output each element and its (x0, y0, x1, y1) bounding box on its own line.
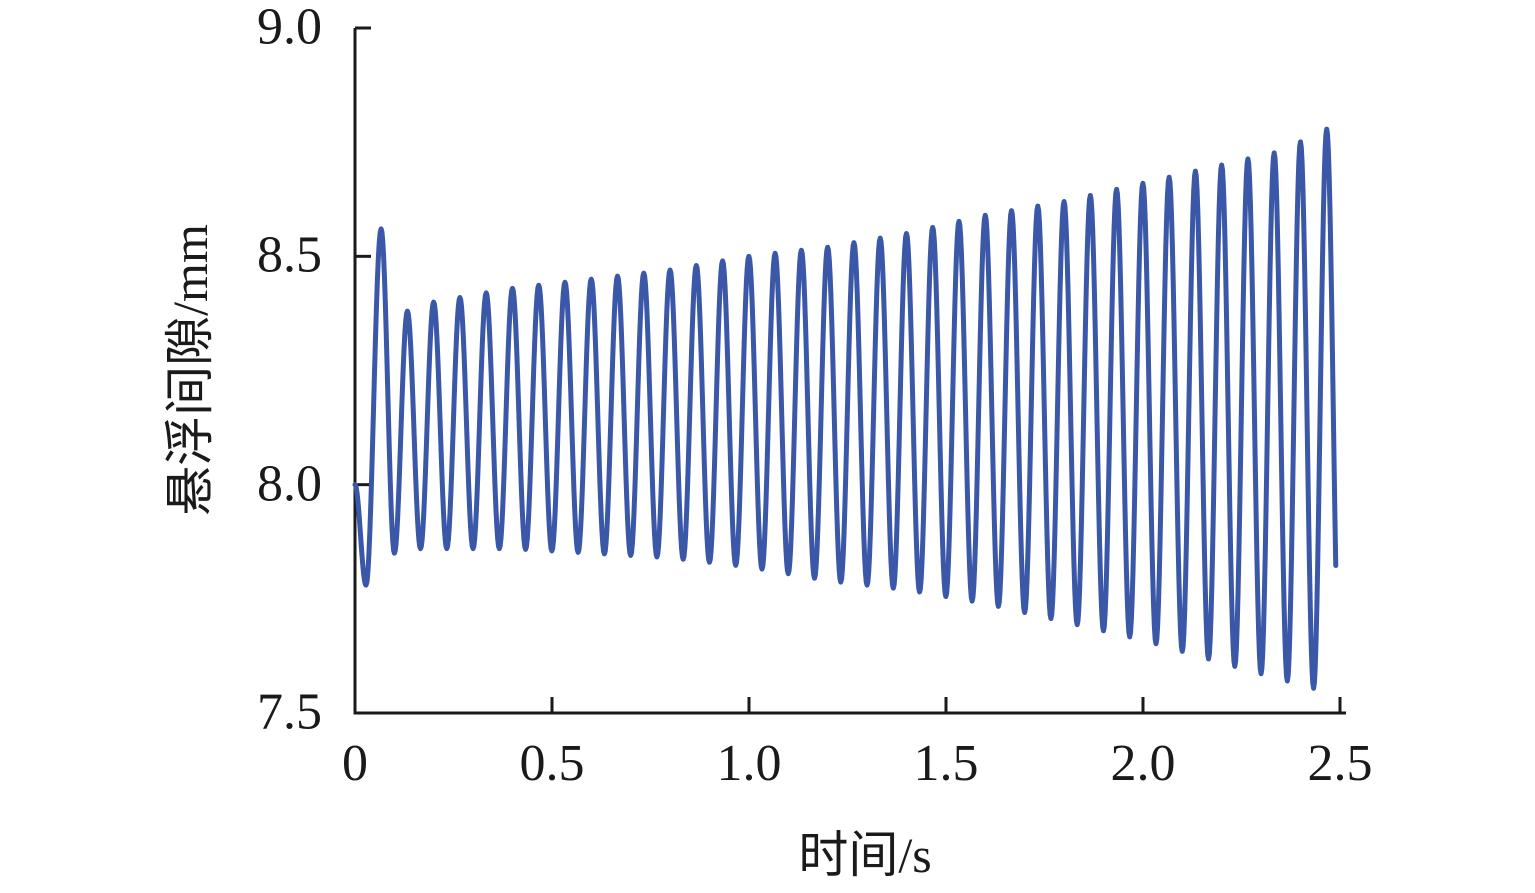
y-tick-label: 8.0 (257, 454, 322, 512)
y-tick-label: 7.5 (257, 683, 322, 741)
y-tick-label: 8.5 (257, 226, 322, 284)
x-tick-label: 1.5 (913, 735, 979, 792)
x-tick-label: 1.0 (716, 735, 782, 792)
y-axis-title: 悬浮间隙/mm (162, 224, 218, 516)
x-tick-label: 2.0 (1110, 735, 1176, 792)
x-tick-label: 2.5 (1307, 735, 1373, 792)
y-tick-label: 9.0 (257, 0, 322, 56)
x-axis-title: 时间/s (798, 827, 932, 883)
axes (353, 26, 1346, 715)
x-tick-label: 0 (342, 735, 368, 792)
x-tick-label: 0.5 (519, 735, 585, 792)
data-line-series (352, 126, 1339, 691)
axis-ticks (353, 26, 1342, 715)
